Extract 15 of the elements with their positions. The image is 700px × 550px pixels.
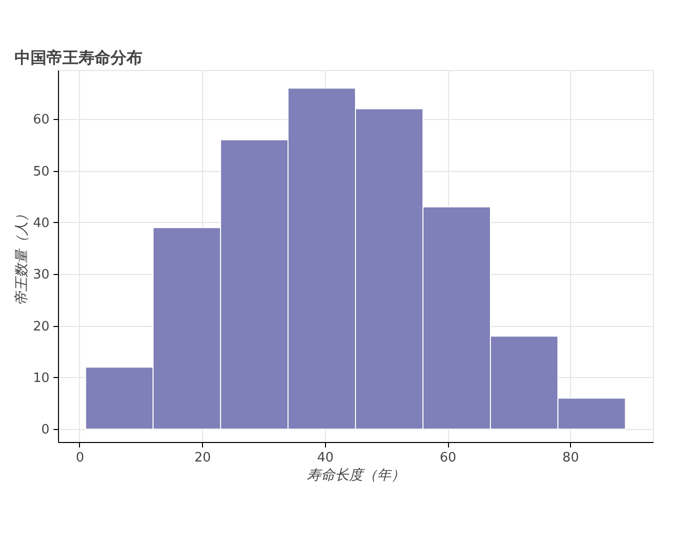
x-tick-label: 0: [76, 450, 84, 466]
x-tick-label: 20: [194, 450, 211, 466]
y-axis-title: 帝王数量（人）: [14, 208, 30, 306]
y-tick-label: 10: [32, 370, 50, 386]
x-tick-label: 60: [440, 450, 456, 466]
y-tick-label: 50: [32, 164, 50, 180]
y-tick-label: 0: [41, 422, 50, 438]
chart-title: 中国帝王寿命分布: [14, 48, 142, 67]
x-tick-label: 80: [562, 450, 579, 466]
y-tick-label: 40: [32, 216, 50, 231]
y-tick-label: 30: [32, 268, 50, 283]
x-axis-title: 寿命长度（年）: [307, 468, 405, 484]
x-tick-label: 40: [317, 450, 334, 466]
y-tick-label: 60: [32, 112, 50, 128]
y-tick-label: 20: [32, 319, 50, 334]
